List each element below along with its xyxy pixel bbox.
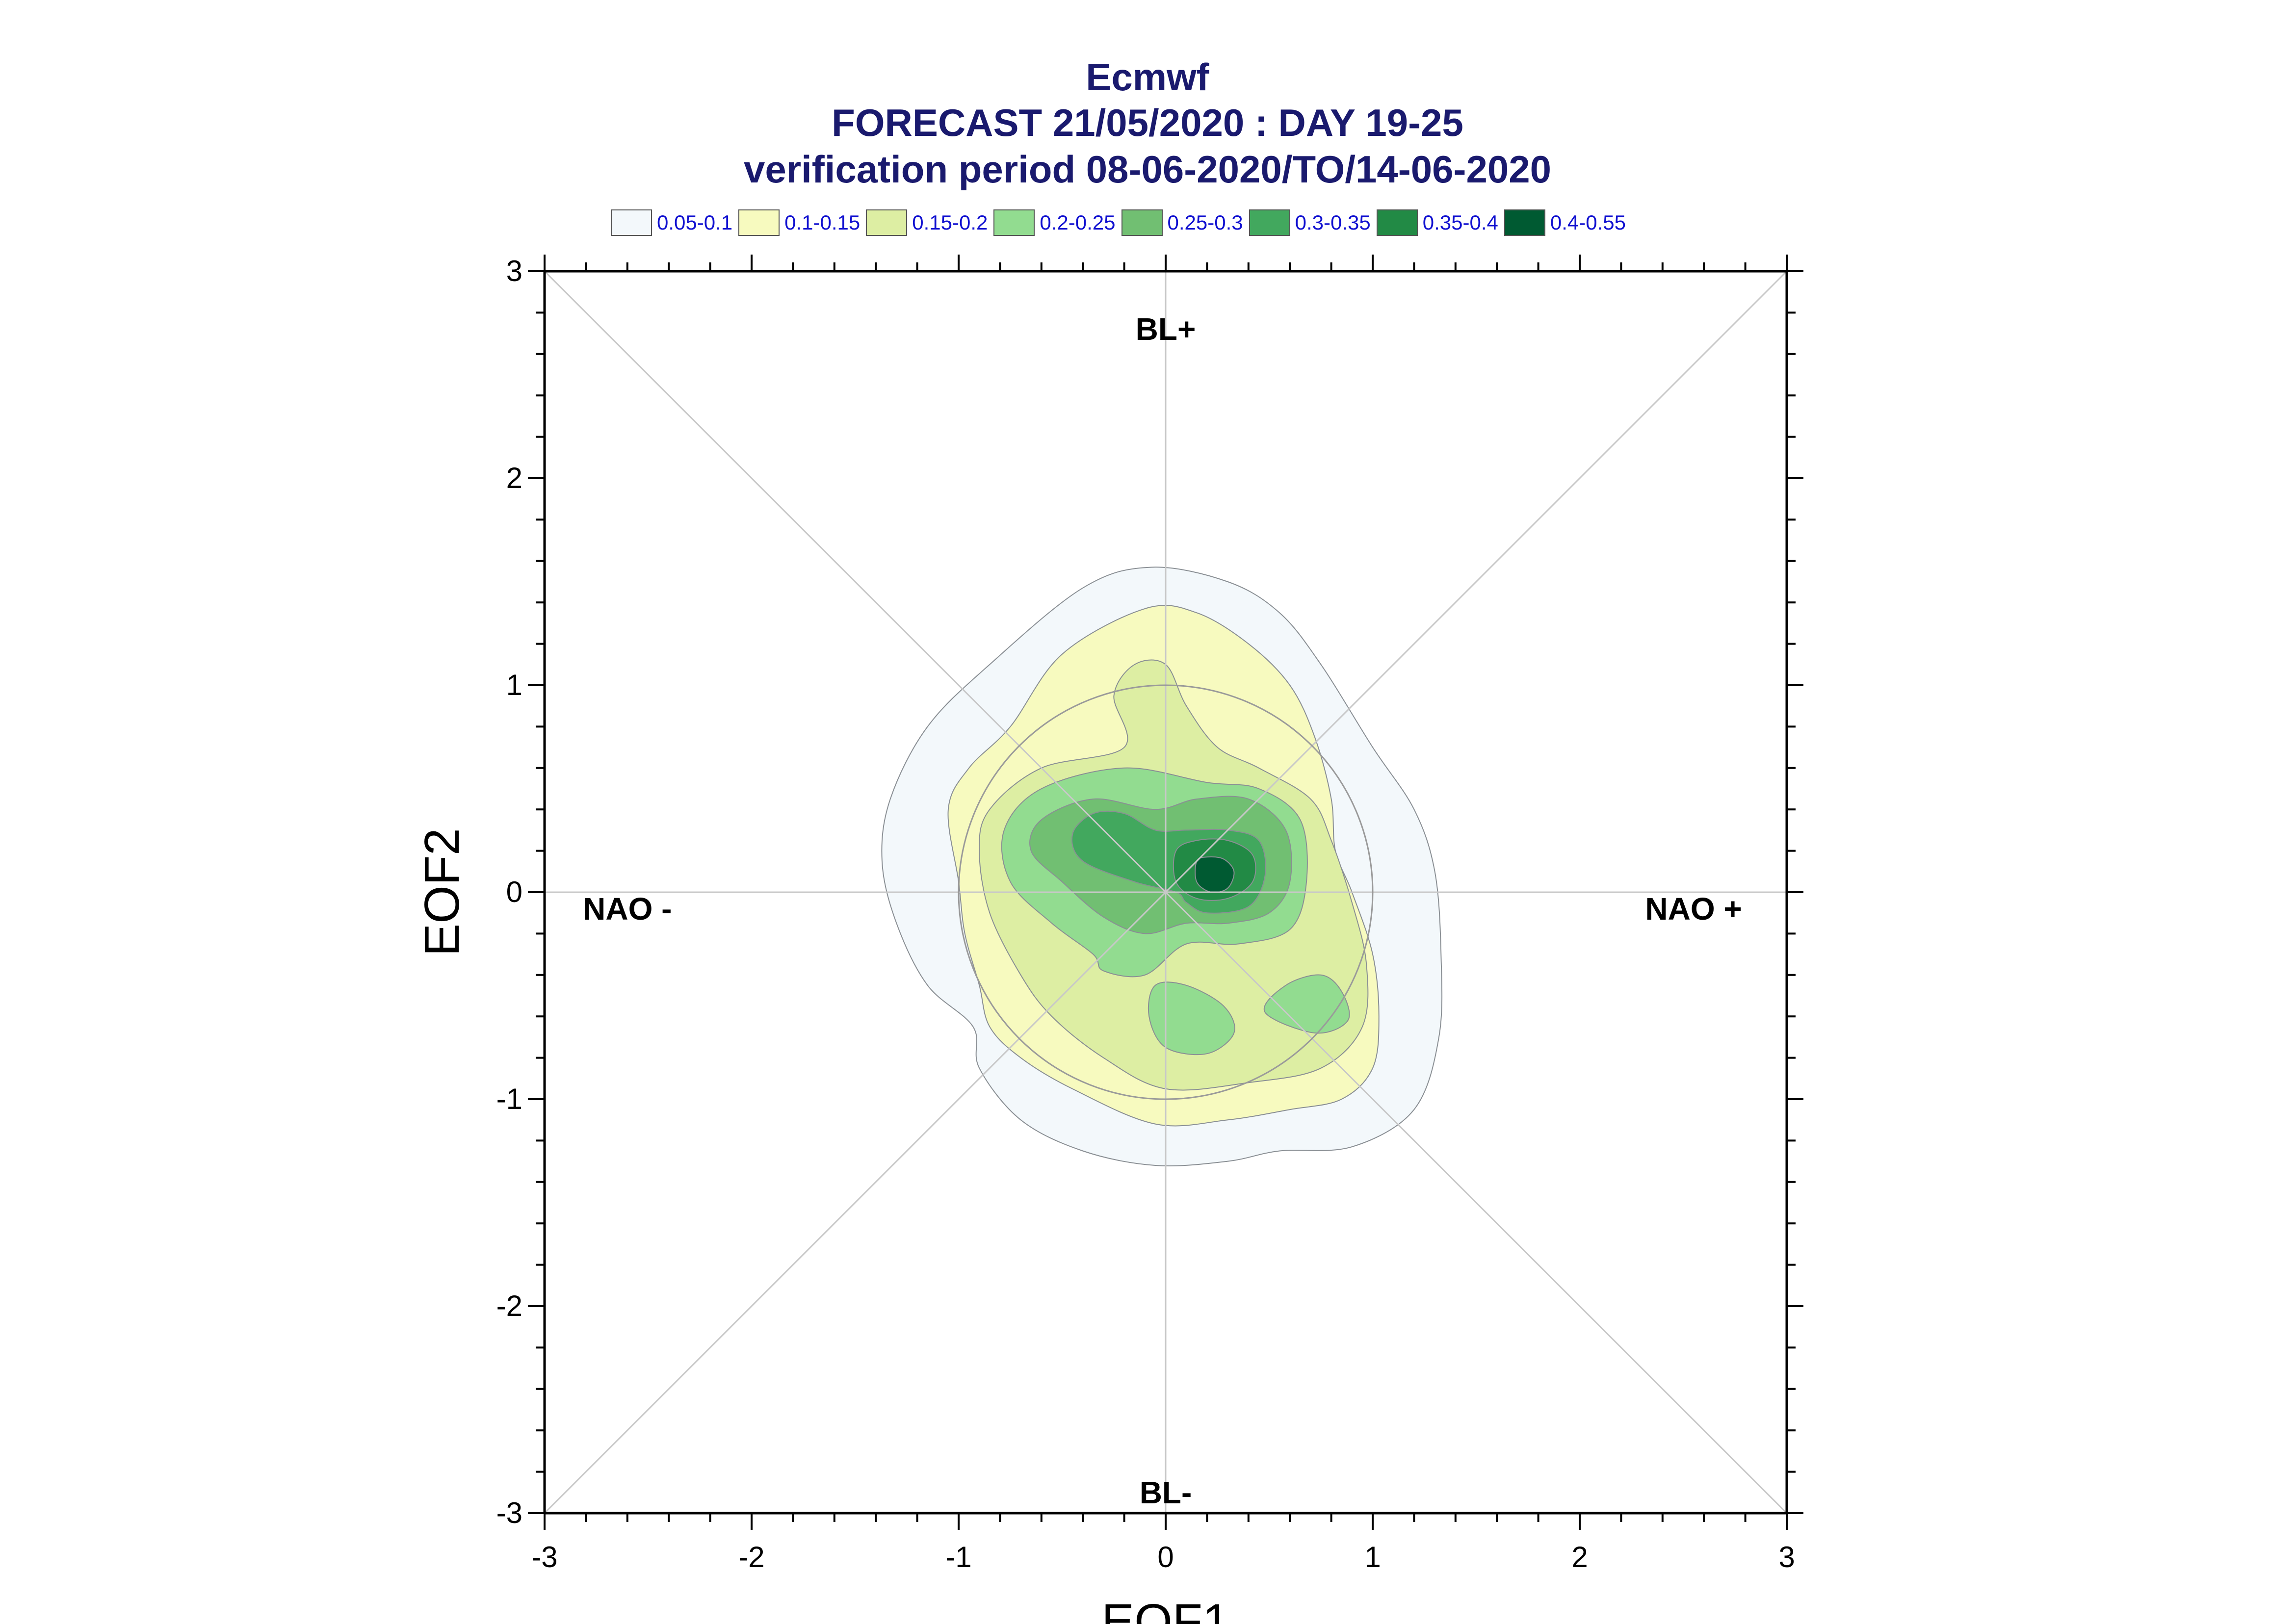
contour-band — [1195, 856, 1235, 893]
legend-label: 0.1-0.15 — [784, 211, 861, 234]
legend-item: 0.35-0.4 — [1376, 209, 1498, 236]
legend-item: 0.3-0.35 — [1249, 209, 1371, 236]
y-tick-label: -3 — [496, 1496, 522, 1529]
guide-lines — [544, 270, 1788, 1514]
chart-title-line1: Ecmwf — [1086, 55, 1209, 99]
legend-swatch — [1249, 209, 1290, 236]
x-tick-label: 1 — [1364, 1541, 1381, 1573]
legend-item: 0.4-0.55 — [1504, 209, 1626, 236]
legend-swatch — [1121, 209, 1163, 236]
legend-item: 0.05-0.1 — [611, 209, 732, 236]
x-tick-label: -3 — [531, 1541, 557, 1573]
chart-title-line2: FORECAST 21/05/2020 : DAY 19-25 — [832, 101, 1463, 144]
legend-label: 0.25-0.3 — [1167, 211, 1243, 234]
y-tick-label: 3 — [506, 255, 522, 287]
chart-legend: 0.05-0.1 0.1-0.15 0.15-0.2 0.2-0.25 0.25… — [611, 208, 1632, 237]
y-tick-label: -1 — [496, 1083, 522, 1115]
legend-swatch — [1504, 209, 1545, 236]
legend-label: 0.3-0.35 — [1295, 211, 1371, 234]
regime-label: NAO + — [1645, 891, 1742, 927]
y-tick-label: 2 — [506, 462, 522, 494]
legend-label: 0.05-0.1 — [657, 211, 733, 234]
x-tick-label: 2 — [1571, 1541, 1588, 1573]
legend-item: 0.15-0.2 — [866, 209, 988, 236]
regime-label: NAO - — [583, 891, 672, 927]
chart-title-line3: verification period 08-06-2020/TO/14-06-… — [743, 148, 1552, 191]
legend-swatch — [993, 209, 1035, 236]
legend-swatch — [1376, 209, 1418, 236]
y-tick-label: 0 — [506, 876, 522, 908]
legend-label: 0.35-0.4 — [1422, 211, 1498, 234]
y-axis-title: EOF2 — [415, 828, 469, 956]
x-tick-label: 3 — [1778, 1541, 1795, 1573]
y-tick-label: -2 — [496, 1289, 522, 1322]
x-tick-label: -2 — [738, 1541, 764, 1573]
tick-labels: -3 -2 -1 0 1 2 3 -3 -2 -1 0 1 2 3 — [496, 255, 1795, 1573]
legend-item: 0.1-0.15 — [738, 209, 860, 236]
regime-label: BL+ — [1136, 311, 1196, 347]
legend-item: 0.25-0.3 — [1121, 209, 1243, 236]
legend-label: 0.2-0.25 — [1040, 211, 1116, 234]
contour-layer — [881, 567, 1443, 1166]
legend-swatch — [611, 209, 652, 236]
x-axis-title: EOF1 — [1101, 1594, 1229, 1624]
legend-label: 0.4-0.55 — [1550, 211, 1626, 234]
contour-band — [1148, 981, 1235, 1056]
legend-swatch — [738, 209, 780, 236]
regime-labels: BL+ BL- NAO - NAO + — [583, 311, 1742, 1510]
legend-swatch — [866, 209, 908, 236]
x-tick-label: 0 — [1157, 1541, 1174, 1573]
y-tick-label: 1 — [506, 669, 522, 701]
contour-band — [1263, 974, 1350, 1034]
legend-label: 0.15-0.2 — [912, 211, 988, 234]
reference-circle — [958, 684, 1374, 1100]
axes — [528, 255, 1803, 1530]
legend-item: 0.2-0.25 — [993, 209, 1116, 236]
x-tick-label: -1 — [945, 1541, 971, 1573]
regime-label: BL- — [1140, 1475, 1192, 1510]
